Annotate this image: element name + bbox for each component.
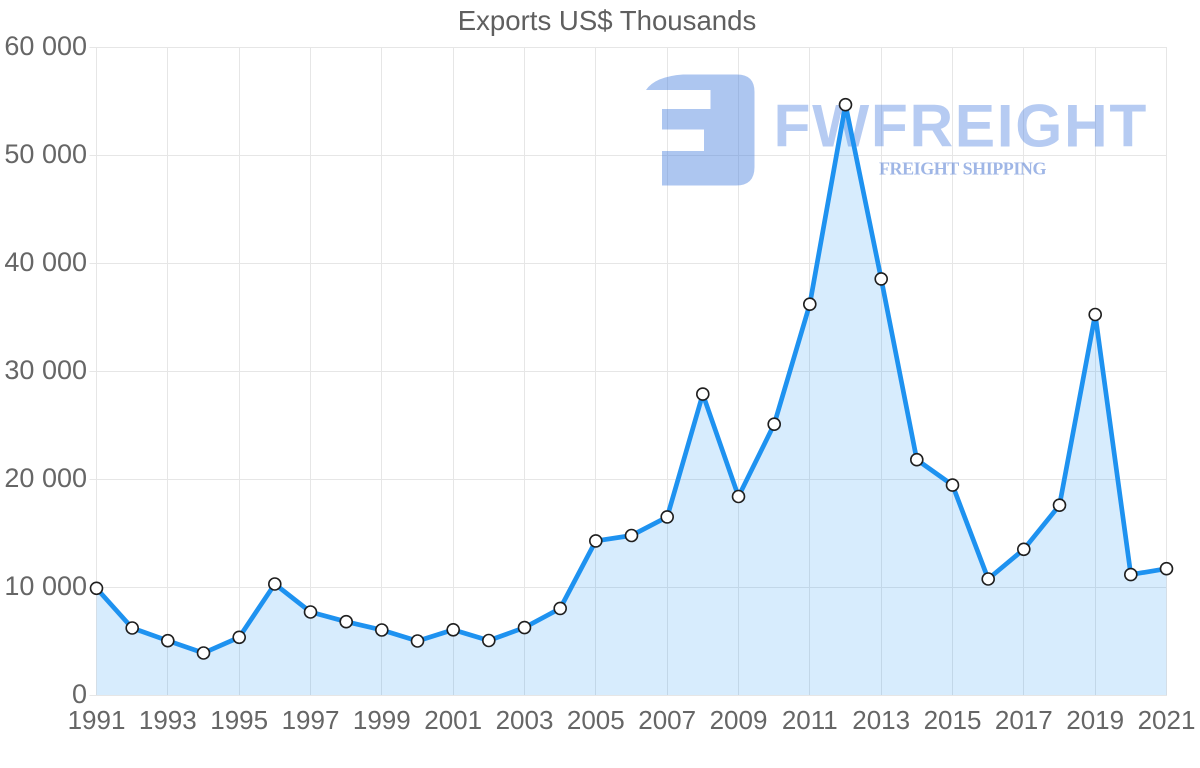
svg-text:30 000: 30 000: [4, 355, 87, 385]
svg-text:2019: 2019: [1066, 705, 1124, 735]
svg-text:50 000: 50 000: [4, 139, 87, 169]
svg-text:0: 0: [72, 679, 87, 709]
svg-text:60 000: 60 000: [4, 31, 87, 61]
svg-text:FWFREIGHT: FWFREIGHT: [774, 92, 1148, 160]
svg-text:10 000: 10 000: [4, 571, 87, 601]
svg-text:40 000: 40 000: [4, 247, 87, 277]
svg-text:2011: 2011: [782, 705, 838, 735]
svg-text:2021: 2021: [1138, 705, 1196, 735]
svg-text:1993: 1993: [139, 705, 197, 735]
svg-text:1999: 1999: [353, 705, 411, 735]
svg-text:2005: 2005: [567, 705, 625, 735]
svg-text:2009: 2009: [710, 705, 768, 735]
svg-text:2017: 2017: [995, 705, 1053, 735]
svg-text:2007: 2007: [638, 705, 696, 735]
svg-text:2013: 2013: [852, 705, 910, 735]
svg-text:1997: 1997: [282, 705, 340, 735]
svg-text:1995: 1995: [210, 705, 268, 735]
svg-text:Exports US$ Thousands: Exports US$ Thousands: [458, 5, 757, 36]
svg-text:FREIGHT SHIPPING: FREIGHT SHIPPING: [879, 159, 1046, 179]
svg-text:1991: 1991: [68, 705, 126, 735]
svg-text:2003: 2003: [496, 705, 554, 735]
svg-text:20 000: 20 000: [4, 463, 87, 493]
svg-text:2015: 2015: [924, 705, 982, 735]
svg-text:2001: 2001: [424, 705, 482, 735]
